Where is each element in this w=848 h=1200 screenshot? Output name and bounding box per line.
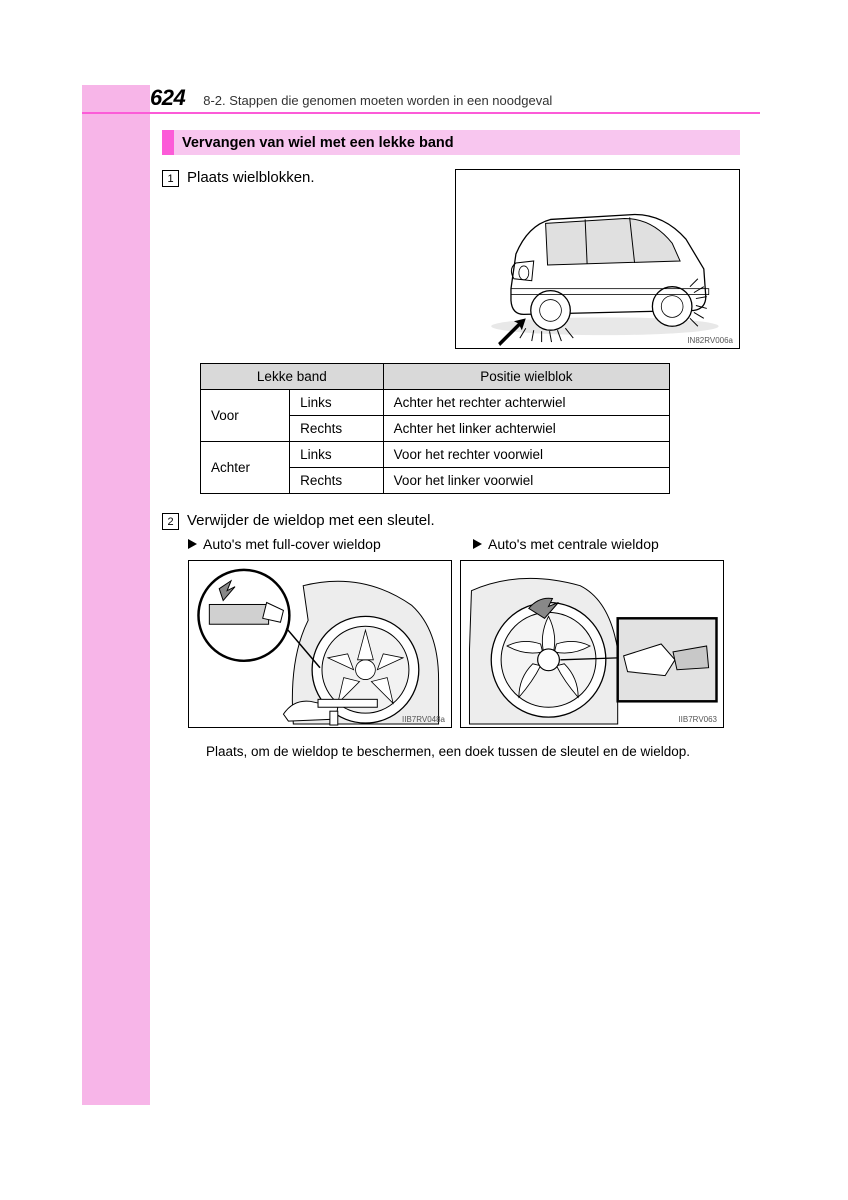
table-header-row: Lekke band Positie wielblok: [201, 364, 670, 390]
header-underline: [82, 112, 760, 114]
subheading-right: Auto's met centrale wieldop: [473, 536, 740, 552]
step-1: 1 Plaats wielblokken.: [162, 169, 445, 187]
page-number: 624: [150, 85, 185, 111]
subheading-row: Auto's met full-cover wieldop Auto's met…: [188, 536, 740, 552]
page-content: Vervangen van wiel met een lekke band 1 …: [162, 130, 740, 762]
table-cell-pos: Achter het rechter achterwiel: [383, 390, 669, 416]
subheading-left: Auto's met full-cover wieldop: [188, 536, 455, 552]
step-number-icon: 1: [162, 170, 179, 187]
table-cell-group: Voor: [201, 390, 290, 442]
table-header-flat: Lekke band: [201, 364, 384, 390]
table-header-position: Positie wielblok: [383, 364, 669, 390]
wheel-chock-table: Lekke band Positie wielblok Voor Links A…: [200, 363, 670, 494]
step-1-text: Plaats wielblokken.: [187, 169, 315, 186]
triangle-icon: [473, 539, 482, 549]
subheading-left-text: Auto's met full-cover wieldop: [203, 536, 381, 552]
table-cell-side: Rechts: [290, 416, 384, 442]
illustration-central-cap: IIB7RV063: [460, 560, 724, 728]
note-text: Plaats, om de wieldop te beschermen, een…: [206, 742, 706, 762]
table-cell-pos: Voor het rechter voorwiel: [383, 442, 669, 468]
illustration-full-cover: IIB7RV048a: [188, 560, 452, 728]
table-cell-side: Links: [290, 442, 384, 468]
table-cell-group: Achter: [201, 442, 290, 494]
section-path: 8-2. Stappen die genomen moeten worden i…: [203, 93, 552, 108]
triangle-icon: [188, 539, 197, 549]
table-cell-side: Links: [290, 390, 384, 416]
wheel-central-cap-icon: [461, 561, 723, 727]
table-row: Achter Links Voor het rechter voorwiel: [201, 442, 670, 468]
step-number-icon: 2: [162, 513, 179, 530]
car-illustration: IN82RV006a: [455, 169, 740, 349]
table-cell-side: Rechts: [290, 468, 384, 494]
image-code: IIB7RV063: [678, 715, 717, 724]
wheel-full-cover-icon: [189, 561, 451, 727]
section-title-accent: [162, 130, 174, 155]
subheading-right-text: Auto's met centrale wieldop: [488, 536, 659, 552]
illustrations-row: IIB7RV048a: [188, 560, 740, 728]
page-sidebar: [82, 85, 150, 1105]
section-title: Vervangen van wiel met een lekke band: [174, 130, 454, 155]
section-title-bar: Vervangen van wiel met een lekke band: [162, 130, 740, 155]
image-code: IN82RV006a: [687, 336, 733, 345]
image-code: IIB7RV048a: [402, 715, 445, 724]
car-svg-icon: [456, 170, 739, 348]
step-2: 2 Verwijder de wieldop met een sleutel.: [162, 512, 740, 530]
table-cell-pos: Voor het linker voorwiel: [383, 468, 669, 494]
table-cell-pos: Achter het linker achterwiel: [383, 416, 669, 442]
step-1-row: 1 Plaats wielblokken.: [162, 169, 740, 349]
step-2-text: Verwijder de wieldop met een sleutel.: [187, 512, 435, 529]
table-row: Voor Links Achter het rechter achterwiel: [201, 390, 670, 416]
